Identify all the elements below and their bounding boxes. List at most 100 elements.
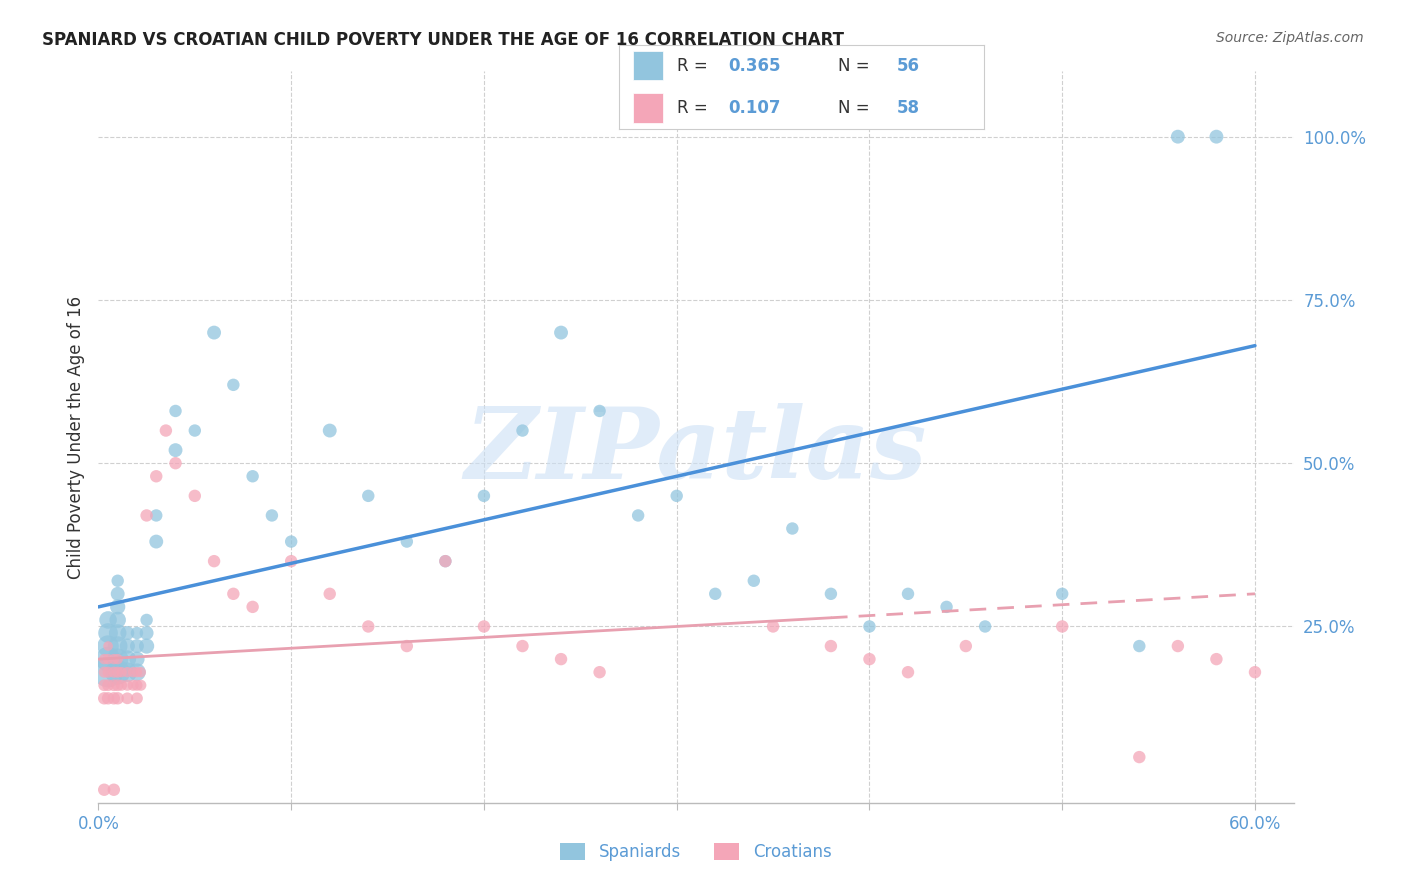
Point <box>107 652 129 666</box>
Point <box>117 691 139 706</box>
Point <box>1167 129 1189 144</box>
Y-axis label: Child Poverty Under the Age of 16: Child Poverty Under the Age of 16 <box>66 295 84 579</box>
Point <box>97 678 120 692</box>
Point <box>117 678 139 692</box>
Point <box>122 678 145 692</box>
Point <box>135 508 157 523</box>
Point <box>550 652 572 666</box>
Text: 0.365: 0.365 <box>728 57 780 75</box>
Point <box>512 639 534 653</box>
Point <box>1244 665 1267 680</box>
Point <box>93 782 115 797</box>
Point <box>820 639 842 653</box>
Point <box>110 678 132 692</box>
Point <box>974 619 997 633</box>
Text: Source: ZipAtlas.com: Source: ZipAtlas.com <box>1216 31 1364 45</box>
Point <box>184 424 207 438</box>
Point <box>319 424 342 438</box>
Point <box>97 665 120 680</box>
Point <box>357 489 380 503</box>
Point <box>472 619 495 633</box>
Point <box>125 626 148 640</box>
Point <box>165 404 187 418</box>
Text: 58: 58 <box>897 99 920 117</box>
Point <box>184 489 207 503</box>
Point <box>107 599 129 614</box>
Point <box>202 554 225 568</box>
Point <box>97 652 120 666</box>
Text: N =: N = <box>838 57 875 75</box>
Point <box>110 665 132 680</box>
Point <box>135 626 157 640</box>
Point <box>242 599 264 614</box>
Text: 56: 56 <box>897 57 920 75</box>
Point <box>125 665 148 680</box>
Point <box>135 639 157 653</box>
Point <box>103 665 125 680</box>
Legend: Spaniards, Croatians: Spaniards, Croatians <box>554 836 838 868</box>
Point <box>588 404 610 418</box>
Point <box>935 599 957 614</box>
Point <box>1167 639 1189 653</box>
Point <box>165 443 187 458</box>
Point <box>93 665 115 680</box>
Point <box>117 665 139 680</box>
Point <box>897 665 920 680</box>
Point <box>117 639 139 653</box>
Point <box>704 587 727 601</box>
Point <box>97 639 120 653</box>
Point <box>107 665 129 680</box>
Text: R =: R = <box>678 99 713 117</box>
Point <box>1128 750 1150 764</box>
Point <box>665 489 688 503</box>
Point <box>897 587 920 601</box>
Point <box>117 665 139 680</box>
Point <box>782 521 804 535</box>
Point <box>472 489 495 503</box>
Point <box>145 534 167 549</box>
Point <box>107 639 129 653</box>
Point <box>107 665 129 680</box>
Point <box>222 587 245 601</box>
Point <box>512 424 534 438</box>
Point <box>434 554 457 568</box>
Point <box>145 508 167 523</box>
Point <box>135 613 157 627</box>
Point <box>97 665 120 680</box>
Point <box>550 326 572 340</box>
Point <box>97 652 120 666</box>
Point <box>125 652 148 666</box>
Point <box>117 626 139 640</box>
Text: SPANIARD VS CROATIAN CHILD POVERTY UNDER THE AGE OF 16 CORRELATION CHART: SPANIARD VS CROATIAN CHILD POVERTY UNDER… <box>42 31 844 49</box>
Text: 0.107: 0.107 <box>728 99 780 117</box>
Point <box>103 782 125 797</box>
Text: N =: N = <box>838 99 875 117</box>
Point <box>125 665 148 680</box>
Point <box>103 691 125 706</box>
Point <box>107 678 129 692</box>
Text: R =: R = <box>678 57 713 75</box>
Point <box>97 639 120 653</box>
Point <box>107 587 129 601</box>
Point <box>97 613 120 627</box>
Point <box>588 665 610 680</box>
Point <box>222 377 245 392</box>
Point <box>1205 652 1227 666</box>
Point <box>97 626 120 640</box>
Point <box>742 574 765 588</box>
Point <box>125 678 148 692</box>
Point <box>103 652 125 666</box>
Text: ZIPatlas: ZIPatlas <box>465 403 927 500</box>
Point <box>93 678 115 692</box>
Point <box>319 587 342 601</box>
Point <box>242 469 264 483</box>
Point <box>434 554 457 568</box>
Point <box>103 678 125 692</box>
Point <box>955 639 977 653</box>
Point <box>165 456 187 470</box>
Point <box>107 652 129 666</box>
Point <box>280 554 302 568</box>
Point <box>202 326 225 340</box>
Point <box>762 619 785 633</box>
Point <box>395 639 418 653</box>
